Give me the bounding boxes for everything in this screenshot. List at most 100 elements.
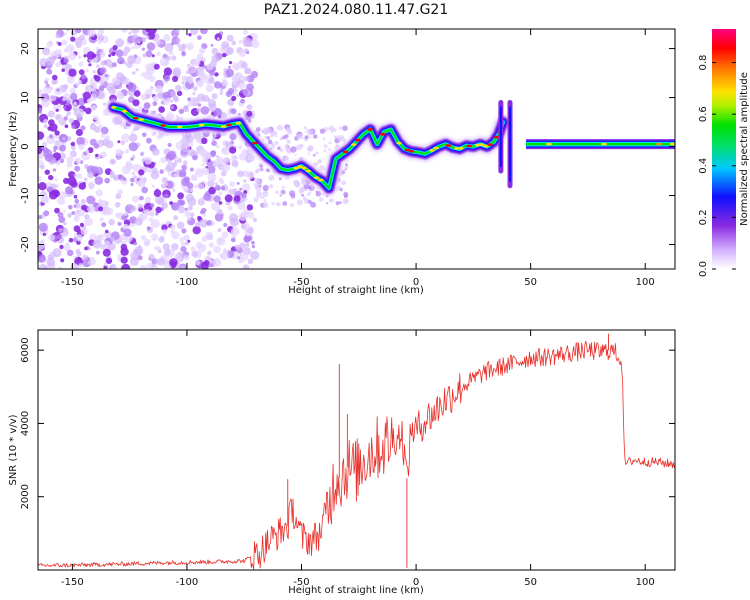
spectrogram-noise-blob bbox=[187, 78, 194, 84]
spectrogram-noise-blob bbox=[40, 164, 45, 170]
spectrogram-noise-blob bbox=[319, 165, 325, 171]
spectrogram-noise-blob bbox=[197, 53, 204, 60]
spectrogram-noise-blob bbox=[211, 137, 216, 141]
spectrogram-noise-blob bbox=[259, 164, 264, 168]
spectrogram-noise-blob bbox=[79, 222, 84, 227]
spectrogram-noise-blob bbox=[275, 190, 279, 194]
spectrogram-noise-blob bbox=[241, 192, 247, 199]
spectrogram-noise-blob bbox=[70, 180, 78, 188]
spectrogram-noise-blob bbox=[63, 57, 69, 64]
spectrogram-noise-blob bbox=[171, 243, 179, 251]
spectrogram-noise-blob bbox=[56, 196, 66, 206]
spectrogram-noise-blob bbox=[55, 33, 61, 39]
spectrogram-noise-blob bbox=[38, 201, 41, 206]
spectrogram-noise-blob bbox=[138, 44, 142, 48]
spectrogram-noise-blob bbox=[111, 51, 116, 57]
spectrogram-noise-blob bbox=[251, 244, 256, 249]
spectrogram-noise-blob bbox=[68, 189, 74, 195]
spectrogram-ridge-peak bbox=[198, 123, 205, 127]
spectrogram-noise-blob bbox=[322, 137, 326, 141]
spectrogram-noise-blob bbox=[92, 239, 102, 249]
spectrogram-noise-blob bbox=[76, 113, 82, 119]
spectrogram-noise-blob bbox=[213, 81, 222, 89]
spectrogram-noise-blob bbox=[130, 177, 135, 183]
spectrogram-noise-blob bbox=[85, 68, 89, 73]
spectrogram-noise-blob bbox=[140, 36, 146, 43]
spectrogram-noise-blob bbox=[269, 184, 274, 189]
spectrogram-noise-blob bbox=[229, 133, 237, 141]
spectrogram-noise-blob bbox=[236, 181, 240, 185]
spectrogram-noise-blob bbox=[227, 111, 231, 115]
spectrogram-noise-blob bbox=[225, 90, 232, 98]
spectrogram-noise-blob bbox=[230, 227, 240, 236]
spectrogram-noise-blob bbox=[246, 204, 254, 211]
spectrogram-noise-blob bbox=[239, 242, 246, 249]
spectrogram-y-ticks: -20 -10 0 10 20 bbox=[20, 42, 675, 253]
spectrogram-noise-blob bbox=[129, 257, 139, 266]
spectrogram-ridge-peak bbox=[445, 144, 452, 147]
spectrogram-noise-blob bbox=[71, 145, 76, 151]
spectrogram-noise-blob bbox=[66, 161, 73, 168]
spectrogram-noise-blob bbox=[122, 177, 127, 181]
spectrogram-noise-blob bbox=[313, 162, 318, 167]
spectrogram-noise-blob bbox=[49, 94, 57, 102]
spectrogram-noise-blob bbox=[120, 256, 128, 264]
spectrogram-noise-blob bbox=[208, 77, 215, 84]
spectrogram-noise-blob bbox=[38, 240, 46, 250]
spectrogram-noise-blob bbox=[127, 82, 137, 92]
spectrogram-ridge-peak bbox=[355, 138, 361, 142]
spectrogram-noise-blob bbox=[153, 63, 160, 70]
spectrogram-noise-blob bbox=[100, 133, 105, 138]
spectrogram-noise-blob bbox=[86, 98, 92, 104]
spectrogram-noise-blob bbox=[60, 258, 65, 263]
spectrogram-noise-blob bbox=[213, 195, 221, 203]
spectrogram-noise-blob bbox=[266, 168, 271, 173]
spectrogram-noise-blob bbox=[169, 258, 178, 267]
spectrogram-noise-blob bbox=[151, 233, 159, 241]
spectrogram-noise-blob bbox=[228, 188, 232, 192]
spectrogram-noise-blob bbox=[311, 188, 314, 192]
spectrogram-noise-blob bbox=[189, 212, 195, 217]
spectrogram-noise-blob bbox=[102, 248, 111, 257]
spectrogram-noise-blob bbox=[75, 128, 83, 137]
spectrogram-noise-blob bbox=[95, 47, 99, 51]
spectrogram-noise-blob bbox=[49, 134, 54, 139]
spectrogram-noise-blob bbox=[78, 69, 85, 75]
spectrogram-noise-blob bbox=[290, 193, 296, 199]
spectrogram-noise-blob bbox=[211, 47, 219, 55]
spectrogram-x-tick-label: -150 bbox=[61, 277, 84, 288]
spectrogram-noise-blob bbox=[109, 265, 113, 269]
spectrogram-ridge-peak bbox=[110, 106, 117, 109]
spectrogram-noise-blob bbox=[344, 199, 349, 204]
spectrogram-noise-blob bbox=[53, 102, 62, 112]
spectrogram-noise-blob bbox=[274, 134, 278, 137]
spectrogram-noise-blob bbox=[229, 146, 237, 154]
spectrogram-noise-blob bbox=[242, 264, 250, 269]
spectrogram-noise-blob bbox=[220, 252, 229, 260]
spectrogram-noise-blob bbox=[66, 156, 74, 164]
spectrogram-noise-blob bbox=[216, 37, 220, 41]
spectrogram-frame bbox=[37, 28, 676, 270]
spectrogram-noise-blob bbox=[231, 95, 237, 101]
spectrogram-noise-blob bbox=[115, 212, 120, 218]
spectrogram-ridge-peak bbox=[293, 166, 299, 170]
snr-y-ticks: 2000 4000 6000 bbox=[20, 337, 675, 509]
spectrogram-noise-blob bbox=[131, 205, 137, 212]
spectrogram-noise-blob bbox=[238, 152, 247, 161]
spectrogram-noise-blob bbox=[152, 95, 160, 102]
spectrogram-noise-blob bbox=[210, 150, 217, 156]
spectrogram-noise-blob bbox=[310, 184, 314, 188]
spectrogram-noise-blob bbox=[177, 192, 185, 200]
spectrogram-noise-blob bbox=[271, 201, 275, 206]
spectrogram-noise-blob bbox=[182, 160, 188, 166]
spectrogram-noise-blob bbox=[192, 86, 198, 91]
snr-y-tick-label: 4000 bbox=[20, 411, 31, 436]
spectrogram-noise-blob bbox=[279, 194, 282, 197]
spectrogram-noise-blob bbox=[54, 178, 58, 182]
spectrogram-noise-blob bbox=[102, 138, 110, 147]
spectrogram-noise-blob bbox=[341, 180, 347, 186]
spectrogram-noise-blob bbox=[130, 183, 134, 186]
spectrogram-noise-blob bbox=[146, 262, 153, 269]
spectrogram-noise-blob bbox=[252, 217, 258, 223]
spectrogram-noise-blob bbox=[166, 151, 176, 161]
